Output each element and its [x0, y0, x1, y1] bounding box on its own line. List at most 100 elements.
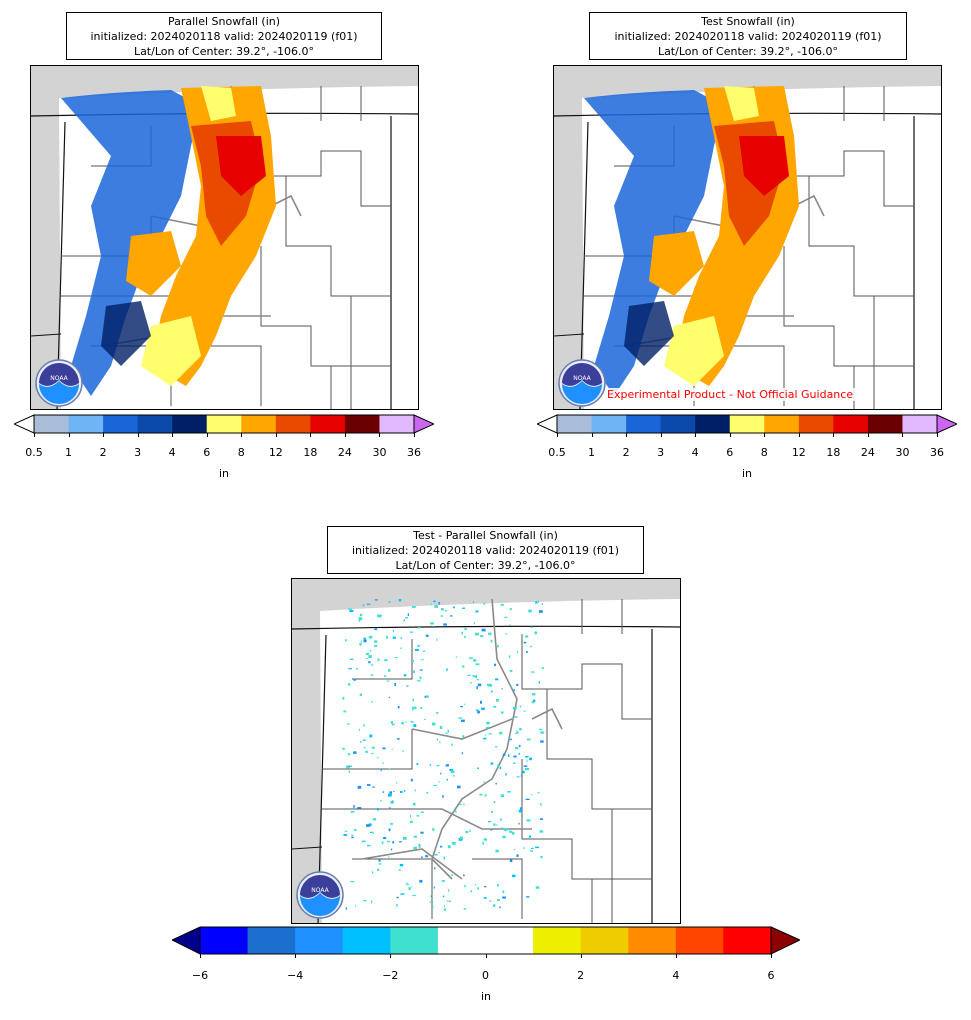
diff-speckle-cell [396, 903, 398, 907]
diff-speckle-cell [477, 887, 479, 890]
colorbar-segment [723, 927, 772, 954]
colorbar-tick-mark [310, 433, 312, 437]
diff-speckle-cell [420, 831, 424, 834]
colorbar-tick-label: 2 [622, 446, 630, 459]
colorbar-tick-mark [937, 433, 938, 437]
test-snowfall-map [553, 65, 942, 410]
diff-speckle-cell [483, 737, 487, 740]
diff-speckle-cell [438, 601, 440, 605]
diff-speckle-cell [528, 609, 532, 613]
diff-speckle-cell [369, 734, 373, 738]
colorbar-tick-label: 0.5 [25, 446, 43, 459]
diff-speckle-cell [446, 668, 448, 671]
diff-speckle-cell [490, 690, 493, 693]
diff-speckle-cell [480, 700, 482, 704]
diff-speckle-cell [474, 632, 479, 636]
colorbar-segment [626, 415, 662, 433]
diff-speckle-cell [434, 867, 436, 870]
diff-speckle-cell [458, 838, 463, 841]
diff-speckle-cell [357, 807, 362, 809]
diff-speckle-cell [516, 730, 518, 734]
diff-speckle-cell [350, 811, 355, 813]
colorbar-tick-mark [34, 433, 35, 437]
diff-speckle-cell [380, 769, 382, 772]
diff-speckle-cell [347, 753, 351, 756]
diff-speckle-cell [382, 791, 385, 793]
diff-speckle-cell [363, 899, 367, 902]
diff-speckle-cell [462, 665, 465, 668]
diff-speckle-cell [484, 886, 487, 888]
diff-speckle-cell [535, 601, 538, 604]
diff-speckle-cell [443, 856, 446, 860]
diff-speckle-cell [377, 868, 380, 871]
diff-speckle-cell [411, 886, 413, 888]
diff-speckle-cell [403, 619, 405, 622]
diff-speckle-cell [371, 752, 374, 755]
diff-speckle-cell [475, 610, 479, 613]
diff-speckle-cell [388, 669, 391, 672]
diff-speckle-cell [443, 623, 447, 626]
diff-speckle-cell [512, 874, 516, 878]
diff-speckle-cell [363, 637, 366, 640]
diff-speckle-cell [373, 645, 376, 647]
diff-speckle-cell [495, 849, 499, 853]
diff-speckle-cell [464, 635, 466, 638]
diff-speckle-cell [366, 603, 371, 605]
diff-speckle-cell [501, 688, 503, 690]
diff-speckle-cell [509, 738, 512, 741]
diff-speckle-cell [450, 770, 455, 774]
diff-speckle-cell [419, 669, 423, 671]
diff-speckle-cell [400, 637, 402, 639]
diff-speckle-cell [378, 863, 382, 865]
colorbar-tick-label: 18 [826, 446, 841, 459]
colorbar-segment [295, 927, 344, 954]
diff-speckle-cell [397, 738, 400, 740]
diff-speckle-cell [448, 889, 450, 892]
diff-speckle-cell [462, 735, 465, 738]
diff-speckle-cell [348, 765, 352, 767]
diff-speckle-cell [534, 631, 537, 635]
diff-speckle-cell [412, 698, 414, 702]
diff-speckle-cell [469, 657, 473, 659]
diff-speckle-cell [419, 879, 423, 883]
diff-speckle-cell [526, 738, 531, 741]
diff-speckle-cell [459, 803, 462, 806]
colorbar-tick-label: −2 [382, 969, 399, 982]
diff-speckle-cell [425, 634, 429, 637]
diff-speckle-cell [500, 818, 502, 821]
colorbar-tick-mark [902, 433, 904, 437]
colorbar-over-triangle [770, 926, 800, 955]
diff-speckle-cell [516, 683, 519, 686]
diff-speckle-cell [356, 667, 358, 670]
diff-speckle-cell [347, 723, 350, 725]
colorbar-tick-mark [68, 433, 70, 437]
colorbar-segment [310, 415, 346, 433]
diff-speckle-cell [495, 824, 498, 826]
colorbar-tick-label: 18 [303, 446, 318, 459]
diff-speckle-cell [400, 893, 404, 895]
diff-speckle-cell [426, 791, 429, 794]
diff-speckle-cell [436, 638, 438, 641]
diff-speckle-cell [495, 782, 497, 785]
diff-speckle-cell [516, 776, 520, 778]
colorbar-tick-label: 3 [657, 446, 665, 459]
diff-speckle-cell [345, 907, 347, 910]
diff-speckle-cell [418, 845, 421, 848]
diff-speckle-cell [449, 900, 451, 903]
test-title: Test Snowfall (in) [701, 15, 795, 28]
diff-speckle-cell [501, 827, 503, 830]
colorbar-segment [485, 927, 534, 954]
diff-speckle-cell [513, 706, 517, 710]
diff-speckle-cell [461, 752, 463, 755]
colorbar-tick-mark [591, 433, 593, 437]
colorbar-tick-mark [660, 433, 662, 437]
diff-speckle-cell [531, 847, 534, 849]
diff-speckle-cell [461, 631, 463, 635]
colorbar-over-triangle [413, 414, 434, 434]
colorbar-tick-mark [379, 433, 381, 437]
parallel-title-box: Parallel Snowfall (in) initialized: 2024… [66, 12, 382, 60]
diff-speckle-cell [493, 801, 496, 803]
diff-speckle-cell [481, 707, 485, 710]
diff-speckle-cell [451, 743, 453, 746]
diff-speckle-cell [487, 683, 491, 686]
